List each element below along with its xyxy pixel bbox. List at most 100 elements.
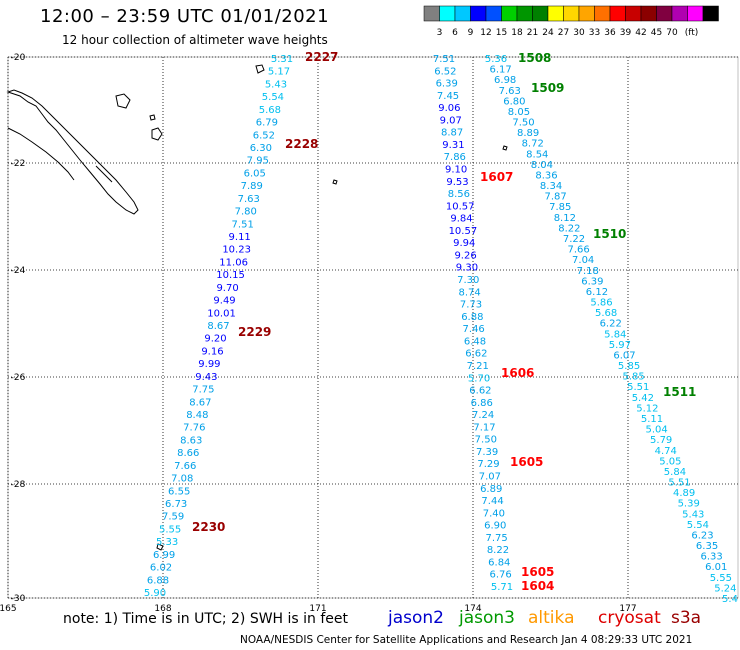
color-scale-label: 3 [437,28,443,38]
wave-height-value: 5.84 [664,467,686,478]
pass-label: 2230 [192,520,225,534]
wave-height-value: 7.80 [235,207,257,218]
pass-label: 1605 [510,455,543,469]
color-scale-label: 70 [666,28,678,38]
wave-height-value: 8.89 [517,128,539,139]
wave-height-value: 7.66 [567,245,589,256]
wave-height-value: 9.49 [213,296,235,307]
color-scale-label: 42 [635,28,646,38]
wave-height-value: 7.51 [433,54,455,65]
wave-height-value: 5.85 [623,372,645,383]
pass-label: 1510 [593,227,626,241]
longitude-label: 168 [154,604,171,612]
wave-height-value: 6.62 [465,349,487,360]
color-scale-label: 9 [468,28,474,38]
wave-height-value: 7.40 [483,508,505,519]
latitude-label: -20 [11,53,26,63]
wave-height-value: 9.43 [195,372,217,383]
pass-label: 2227 [305,50,338,64]
wave-height-value: 6.33 [701,552,723,563]
wave-height-value: 6.76 [490,570,512,581]
wave-height-value: 7.24 [472,410,494,421]
wave-height-value: 5.71 [491,582,513,593]
wave-height-value: 10.57 [449,226,478,237]
wave-height-value: 7.44 [481,496,503,507]
wave-height-value: 7.30 [457,275,479,286]
wave-height-value: 7.87 [545,192,567,203]
wave-height-value: 8.72 [522,139,544,150]
wave-height-value: 7.85 [549,202,571,213]
wave-height-value: 9.53 [446,177,468,188]
wave-height-value: 11.06 [219,257,248,268]
pass-label: 2228 [285,137,318,151]
map-subtitle: 12 hour collection of altimeter wave hei… [62,33,328,47]
wave-height-value: 8.04 [531,160,553,171]
wave-height-value: 7.63 [499,86,521,97]
wave-height-value: 7.50 [475,435,497,446]
pass-label: 1606 [501,366,534,380]
wave-height-value: 10.57 [446,201,475,212]
latitude-label: -26 [11,373,26,383]
wave-height-value: 6.88 [147,575,169,586]
footer-credit: NOAA/NESDIS Center for Satellite Applica… [240,634,693,646]
wave-height-value: 8.22 [487,545,509,556]
wave-height-value: 7.76 [183,423,205,434]
wave-height-value: 5.04 [645,425,667,436]
wave-height-value: 6.39 [581,276,603,287]
pass-label: 1511 [663,385,696,399]
wave-height-value: 8.12 [554,213,576,224]
longitude-label: 171 [309,604,326,612]
wave-height-value: 8.54 [526,149,548,160]
color-scale-label: 18 [511,28,523,38]
wave-height-value: 9.26 [454,250,476,261]
latitude-label: -30 [11,594,26,604]
wave-height-value: 9.99 [198,359,220,370]
wave-height-value: 10.15 [216,270,245,281]
wave-height-value: 4.89 [673,488,695,499]
wave-height-value: 5.85 [618,361,640,372]
wave-height-value: 6.99 [153,550,175,561]
wave-height-value: 8.36 [535,170,557,181]
wave-height-value: 7.18 [577,266,599,277]
wave-height-value: 5.86 [590,298,612,309]
wave-height-value: 5.79 [650,435,672,446]
color-scale-label: 12 [480,28,491,38]
wave-height-value: 6.48 [464,336,486,347]
satellite-s3a: s3a [671,608,702,628]
wave-height-value: 6.22 [600,319,622,330]
wave-height-value: 7.75 [192,385,214,396]
wave-height-value: 7.29 [477,459,499,470]
wave-height-value: 5.55 [710,573,732,584]
wave-height-value: 6.98 [494,75,516,86]
wave-height-value: 7.50 [512,118,534,129]
wave-height-value: 5.31 [271,54,293,65]
wave-height-value: 6.12 [586,287,608,298]
wave-height-value: 6.80 [503,96,525,107]
wave-height-value: 7.39 [476,447,498,458]
pass-label: 1509 [531,81,564,95]
latitude-label: -24 [11,266,26,276]
wave-height-value: 6.23 [691,530,713,541]
units-note: note: 1) Time is in UTC; 2) SWH is in fe… [63,611,349,627]
wave-height-value: 6.84 [488,557,510,568]
wave-height-value: 6.73 [165,499,187,510]
wave-height-value: 6.02 [150,563,172,574]
map-frame [7,56,739,599]
wave-height-value: 5.68 [259,105,281,116]
wave-height-value: 5.54 [262,92,284,103]
wave-height-value: 7.08 [171,474,193,485]
wave-height-value: 8.22 [558,223,580,234]
wave-height-value: 7.22 [563,234,585,245]
wave-height-value: 5.43 [682,509,704,520]
map-title: 12:00 – 23:59 UTC 01/01/2021 [40,6,330,27]
wave-height-value: 6.62 [469,386,491,397]
color-scale-label: 27 [558,28,569,38]
wave-height-value: 5.36 [485,54,507,65]
wave-height-value: 7.73 [460,300,482,311]
wave-height-value: 7.45 [437,91,459,102]
wave-height-value: 4.74 [655,446,677,457]
wave-height-value: 7.21 [467,361,489,372]
wave-height-value: 6.79 [256,118,278,129]
wave-height-value: 6.55 [168,486,190,497]
wave-height-value: 9.11 [229,232,251,243]
